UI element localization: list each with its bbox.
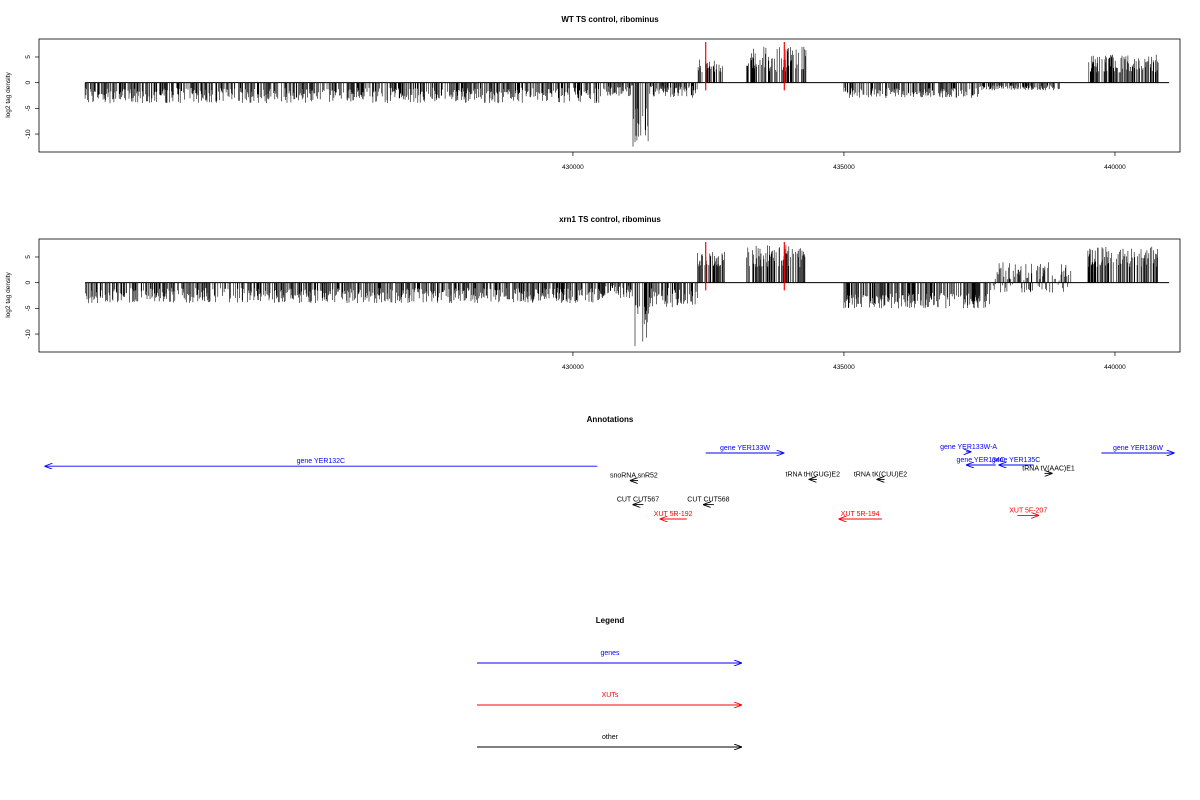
feature-label: CUT CUT568	[687, 497, 729, 504]
annotation-feature: gene YER133W	[705, 445, 785, 453]
legend-entry: XUTs	[477, 692, 742, 705]
y-tick-label: 0	[25, 80, 32, 84]
y-tick-label: 5	[25, 255, 32, 259]
annotation-feature: snoRNA snR52	[610, 473, 658, 481]
annotation-feature: tRNA tH(GUG)E2	[786, 471, 841, 479]
plot-frame	[38, 238, 1181, 353]
region-markers	[705, 242, 785, 291]
feature-label: tRNA tV(AAC)E1	[1022, 465, 1075, 472]
x-axis: 430000 435000 440000	[562, 152, 1126, 171]
x-tick-label: 440000	[1104, 364, 1126, 371]
y-axis-label: log2 tag density	[5, 71, 12, 117]
feature-label: XUT 5R-194	[841, 511, 880, 518]
feature-label: XUT 5F-207	[1009, 507, 1047, 514]
track-panel-xrn1: xrn1 TS control, ribominus log2 tag dens…	[5, 215, 1181, 371]
legend: Legend genes XUTs other	[477, 616, 742, 747]
feature-label: tRNA tK(CUU)E2	[854, 471, 907, 478]
annotation-feature: XUT 5R-194	[838, 511, 882, 519]
feature-label: CUT CUT567	[617, 497, 659, 504]
feature-label: gene YER133W-A	[940, 444, 997, 451]
legend-entries: genes XUTs other	[477, 650, 742, 747]
annotation-feature: gene YER132C	[44, 458, 598, 466]
panel-title: WT TS control, ribominus	[561, 15, 659, 24]
x-tick-label: 430000	[562, 164, 584, 171]
panel-title: xrn1 TS control, ribominus	[559, 215, 661, 224]
feature-label: gene YER136W	[1113, 445, 1163, 452]
annotation-feature: gene YER133W-A	[940, 444, 997, 452]
x-axis: 430000 435000 440000	[562, 352, 1126, 371]
density-bars	[84, 46, 1159, 147]
legend-title: Legend	[596, 616, 625, 625]
region-markers	[705, 42, 785, 91]
feature-label: gene YER132C	[297, 458, 346, 465]
y-tick-label: 0	[25, 280, 32, 284]
y-tick-label: -10	[25, 129, 32, 139]
annotation-feature: CUT CUT567	[617, 497, 659, 505]
annotation-feature: XUT 5F-207	[1009, 507, 1047, 515]
legend-entry: other	[477, 734, 742, 747]
annotation-feature: gene YER136W	[1101, 445, 1175, 453]
annotation-feature: tRNA tV(AAC)E1	[1022, 465, 1075, 473]
legend-entry: genes	[477, 650, 742, 663]
legend-label: genes	[600, 650, 620, 657]
x-tick-label: 430000	[562, 364, 584, 371]
x-tick-label: 440000	[1104, 164, 1126, 171]
feature-label: gene YER133W	[720, 445, 770, 452]
legend-label: other	[602, 734, 619, 741]
x-tick-label: 435000	[833, 164, 855, 171]
feature-label: gene YER135C	[992, 457, 1041, 464]
annotation-features: gene YER132C gene YER133W gene YER133W-A ge…	[44, 444, 1175, 519]
feature-label: XUT 5R-192	[654, 511, 693, 518]
y-tick-label: -10	[25, 329, 32, 339]
y-tick-label: -5	[25, 305, 32, 311]
feature-label: snoRNA snR52	[610, 473, 658, 480]
annotation-feature: gene YER134C	[957, 457, 1006, 465]
y-axis-label: log2 tag density	[5, 271, 12, 317]
annotation-feature: gene YER135C	[992, 457, 1041, 465]
density-bars	[85, 245, 1158, 347]
track-panel-wt: WT TS control, ribominus log2 tag densit…	[5, 15, 1181, 171]
y-axis: 5 0 -5 -10	[25, 255, 39, 339]
annotation-feature: tRNA tK(CUU)E2	[854, 471, 907, 479]
feature-label: gene YER134C	[957, 457, 1006, 464]
plot-frame	[38, 38, 1181, 153]
y-axis: 5 0 -5 -10	[25, 55, 39, 139]
annotation-feature: CUT CUT568	[687, 497, 730, 505]
feature-label: tRNA tH(GUG)E2	[786, 471, 841, 478]
annotation-feature: XUT 5R-192	[654, 511, 693, 519]
y-tick-label: -5	[25, 105, 32, 111]
legend-label: XUTs	[602, 692, 619, 699]
y-tick-label: 5	[25, 55, 32, 59]
x-tick-label: 435000	[833, 364, 855, 371]
annotations-title: Annotations	[587, 415, 634, 424]
